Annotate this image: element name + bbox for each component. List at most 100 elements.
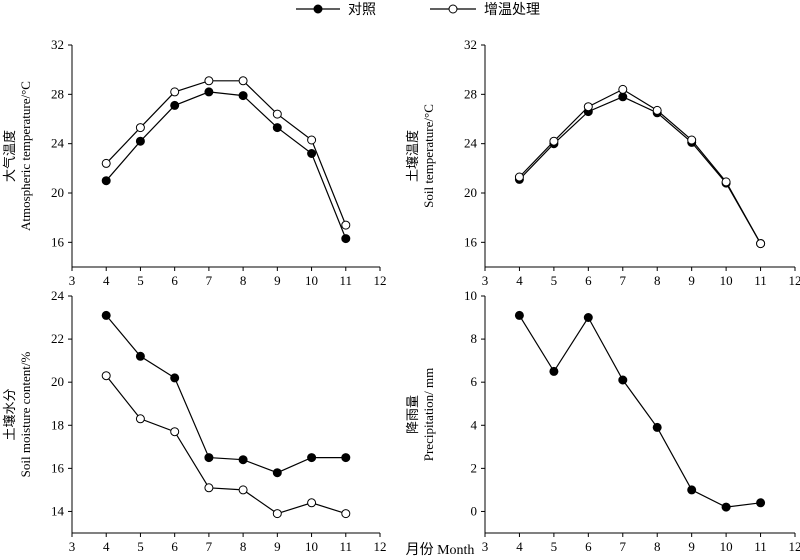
y-axis-label-en: Precipitation/ mm <box>421 368 436 462</box>
x-tick-label: 6 <box>171 273 178 288</box>
data-point-warming <box>341 509 351 519</box>
data-point-control <box>204 87 214 97</box>
x-tick-label: 4 <box>516 273 523 288</box>
panel-soil-moisture: 14 16 18 20 22 24 3 4 5 6 7 8 9 10 11 12 土壤水分Soil moistu… <box>2 288 387 554</box>
y-tick-label: 24 <box>464 136 478 151</box>
data-point-control <box>721 502 731 512</box>
data-point-control <box>583 313 593 322</box>
x-tick-label: 10 <box>305 539 318 554</box>
x-tick-label: 9 <box>688 539 695 554</box>
data-point-warming <box>721 177 731 187</box>
x-tick-label: 12 <box>374 539 387 554</box>
x-tick-label: 11 <box>754 539 767 554</box>
x-tick-label: 3 <box>482 273 489 288</box>
x-tick-label: 10 <box>720 273 733 288</box>
x-tick-label: 5 <box>551 273 558 288</box>
data-point-control <box>341 234 351 244</box>
data-point-warming <box>618 84 628 94</box>
legend-item-control: 对照 <box>296 2 376 18</box>
y-tick-label: 32 <box>51 37 64 52</box>
y-tick-label: 6 <box>471 374 478 389</box>
data-point-control <box>307 149 317 158</box>
legend-label-warming: 增温处理 <box>484 2 540 18</box>
y-tick-label: 2 <box>471 460 478 475</box>
data-point-control <box>618 375 628 385</box>
data-point-control <box>272 468 282 478</box>
data-point-control <box>135 351 145 361</box>
data-point-warming <box>170 427 180 437</box>
y-axis-label-en: Soil temperature/°C <box>421 104 436 208</box>
x-tick-label: 8 <box>654 273 661 288</box>
panel-precip: 0 2 4 6 8 10 3 4 5 6 7 8 9 10 11 12 降雨量Precipitation/ mm <box>405 288 800 554</box>
y-axis-label-cn: 土壤水分 <box>2 388 17 440</box>
data-point-control <box>618 92 628 102</box>
x-tick-label: 12 <box>789 539 800 554</box>
y-axis-label-cn: 土壤温度 <box>405 130 420 182</box>
y-tick-label: 28 <box>464 86 477 101</box>
x-tick-label: 7 <box>206 273 213 288</box>
y-tick-label: 28 <box>51 86 64 101</box>
data-point-warming <box>204 76 214 86</box>
data-point-control <box>307 453 317 463</box>
legend: 对照 增温处理 <box>296 2 540 18</box>
data-point-control <box>170 100 180 110</box>
x-tick-label: 11 <box>340 273 353 288</box>
data-point-warming <box>549 136 559 146</box>
series-line <box>105 315 346 474</box>
data-point-control <box>514 310 524 320</box>
data-point-control <box>101 310 111 320</box>
series-line <box>105 80 347 226</box>
series-line <box>518 88 762 244</box>
series-line <box>105 375 346 515</box>
data-point-warming <box>341 220 351 230</box>
x-tick-label: 7 <box>620 273 627 288</box>
x-tick-label: 8 <box>654 539 661 554</box>
legend-item-warming: 增温处理 <box>430 2 540 18</box>
y-tick-label: 22 <box>51 331 64 346</box>
x-axis-label: 月份 Month <box>406 542 475 558</box>
data-point-control <box>549 366 559 376</box>
series-line <box>518 315 761 508</box>
data-point-warming <box>514 172 524 182</box>
data-point-warming <box>756 239 766 249</box>
data-point-warming <box>652 105 662 115</box>
data-point-control <box>238 91 248 101</box>
x-tick-label: 5 <box>137 539 144 554</box>
y-tick-label: 32 <box>464 37 477 52</box>
data-point-warming <box>307 135 317 145</box>
x-tick-label: 7 <box>206 539 213 554</box>
data-point-warming <box>583 102 593 112</box>
x-tick-label: 8 <box>240 539 247 554</box>
x-tick-label: 9 <box>274 273 281 288</box>
x-tick-label: 4 <box>103 539 110 554</box>
y-tick-label: 16 <box>464 234 478 249</box>
data-point-control <box>204 453 214 463</box>
data-point-warming <box>272 509 282 519</box>
y-tick-label: 8 <box>471 331 478 346</box>
data-point-warming <box>272 109 282 119</box>
y-axis-label-cn: 大气温度 <box>2 130 17 182</box>
data-point-warming <box>238 76 248 86</box>
y-axis-label-en: Atmospheric temperature/°C <box>18 81 33 231</box>
y-tick-label: 0 <box>471 503 478 518</box>
panel-soil-temp: 16 20 24 28 32 3 4 5 6 7 8 9 10 11 12 土壤温度Soil temperat… <box>405 37 800 288</box>
data-point-control <box>170 373 180 383</box>
data-point-warming <box>238 485 248 495</box>
x-tick-label: 12 <box>789 273 800 288</box>
data-point-control <box>101 176 111 186</box>
y-axis-label-en: Soil moisture content/% <box>18 352 33 478</box>
data-point-warming <box>101 158 111 168</box>
y-axis-label: 土壤温度Soil temperature/°C <box>405 104 436 208</box>
y-tick-label: 14 <box>51 503 65 518</box>
data-point-warming <box>170 87 180 97</box>
y-tick-label: 16 <box>51 234 65 249</box>
y-axis-label: 降雨量Precipitation/ mm <box>405 368 436 462</box>
x-tick-label: 5 <box>137 273 144 288</box>
y-axis-label: 大气温度Atmospheric temperature/°C <box>2 81 33 231</box>
panel-atmospheric: 16 20 24 28 32 3 4 5 6 7 8 9 10 11 12 大气温度Atmospheric t… <box>2 37 387 288</box>
data-point-control <box>652 422 662 432</box>
data-point-warming <box>307 498 317 508</box>
legend-label-control: 对照 <box>348 2 376 18</box>
